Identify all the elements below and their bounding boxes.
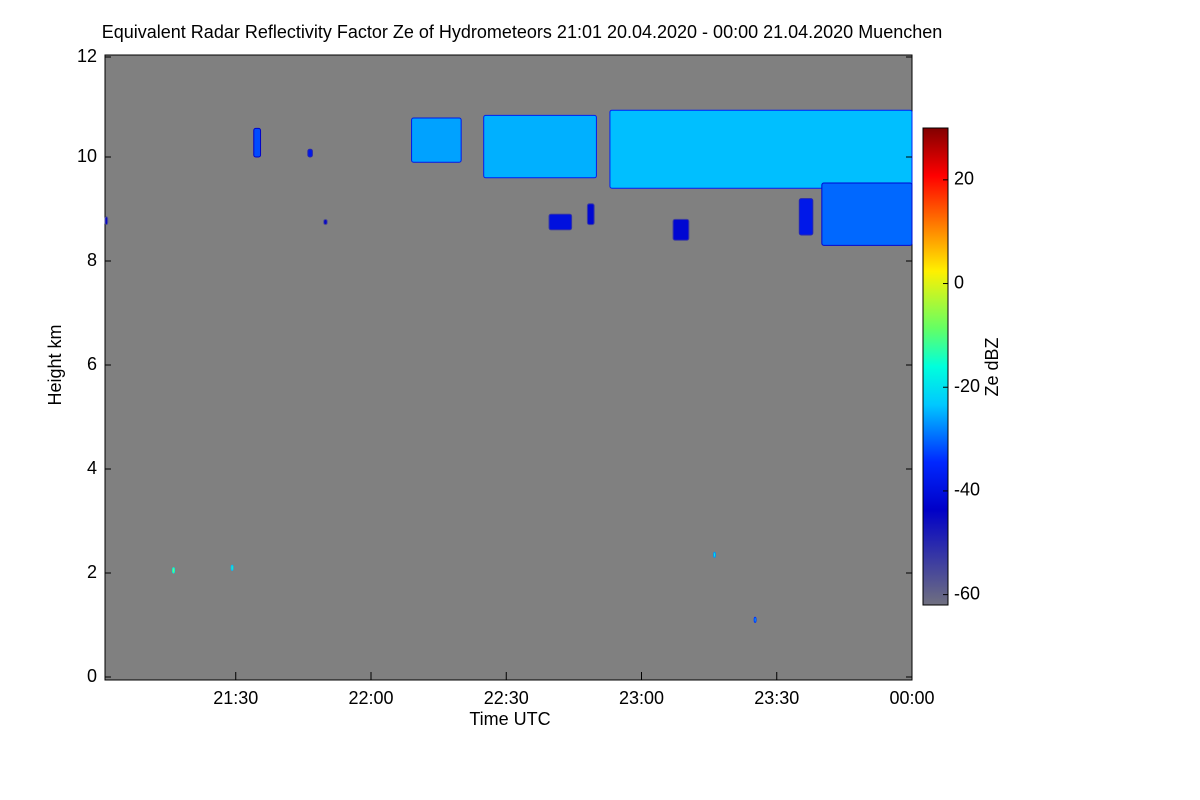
echo	[753, 616, 757, 623]
y-tick-label: 4	[87, 458, 97, 478]
echo	[586, 203, 595, 226]
y-axis-label: Height km	[45, 324, 65, 405]
y-tick-label: 12	[77, 46, 97, 66]
y-tick-label: 2	[87, 562, 97, 582]
x-axis-label: Time UTC	[469, 709, 550, 729]
echo	[713, 551, 716, 558]
echo	[253, 127, 262, 158]
echo	[104, 216, 109, 226]
y-tick-label: 0	[87, 666, 97, 686]
colorbar-tick-label: 0	[954, 272, 964, 292]
x-tick-label: 23:30	[754, 688, 799, 708]
y-tick-label: 8	[87, 250, 97, 270]
colorbar-tick-label: -40	[954, 480, 980, 500]
x-tick-label: 23:00	[619, 688, 664, 708]
echo	[411, 117, 462, 163]
echo	[672, 218, 690, 241]
x-tick-label: 22:00	[348, 688, 393, 708]
chart-title: Equivalent Radar Reflectivity Factor Ze …	[102, 22, 943, 42]
echo	[798, 198, 814, 236]
y-tick-label: 10	[77, 146, 97, 166]
x-tick-label: 21:30	[213, 688, 258, 708]
colorbar-tick-label: 20	[954, 169, 974, 189]
echo	[483, 114, 597, 179]
colorbar	[922, 127, 949, 606]
echo	[230, 564, 234, 571]
echo	[609, 109, 913, 189]
colorbar-label: Ze dBZ	[982, 337, 1002, 396]
echo	[548, 213, 573, 231]
colorbar-tick-label: -20	[954, 376, 980, 396]
echo	[307, 148, 313, 158]
x-tick-label: 22:30	[484, 688, 529, 708]
y-tick-label: 6	[87, 354, 97, 374]
echo	[172, 567, 175, 574]
colorbar-tick-label: -60	[954, 583, 980, 603]
echo	[821, 182, 913, 246]
x-tick-label: 00:00	[889, 688, 934, 708]
echo	[323, 218, 328, 226]
